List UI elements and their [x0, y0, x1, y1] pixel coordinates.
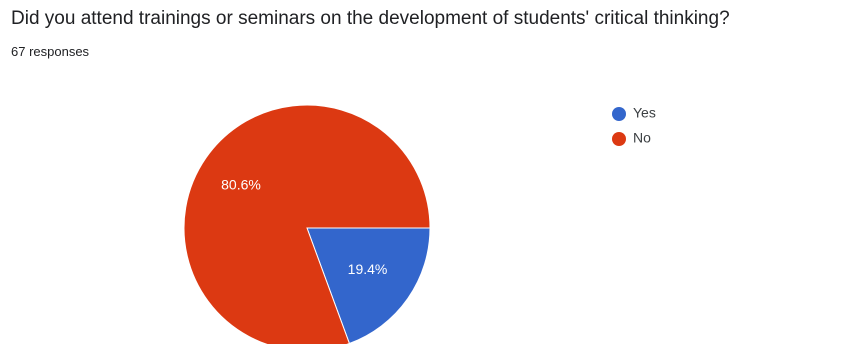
legend-label-yes: Yes: [633, 105, 656, 121]
legend-item-no[interactable]: No: [612, 130, 651, 146]
legend-swatch-no: [612, 132, 626, 146]
pie-slices: [183, 104, 431, 344]
response-count: 67 responses: [11, 44, 90, 59]
pie-labels: 19.4% 80.6%: [221, 177, 387, 277]
slice-label-yes: 19.4%: [348, 261, 388, 277]
question-title: Did you attend trainings or seminars on …: [11, 8, 730, 29]
pie-slice-yes[interactable]: [306, 227, 431, 344]
legend-swatch-yes: [612, 107, 626, 121]
legend-item-yes[interactable]: Yes: [612, 105, 656, 121]
legend[interactable]: Yes No: [612, 105, 656, 146]
legend-label-no: No: [633, 130, 651, 146]
pie-slice-no[interactable]: [183, 104, 431, 344]
slice-label-no: 80.6%: [221, 177, 261, 193]
